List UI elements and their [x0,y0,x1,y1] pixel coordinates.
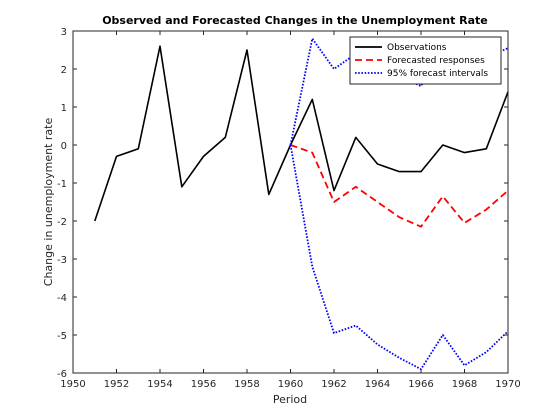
y-tick-label: -1 [57,179,67,190]
x-tick-label: 1962 [321,379,346,390]
x-tick-label: 1956 [191,379,216,390]
legend-label: 95% forecast intervals [387,69,488,79]
series-line-3 [289,144,509,371]
legend: Observations Forecasted responses 95% fore… [349,36,502,85]
y-tick-label: -3 [57,255,67,266]
x-tick-label: 1958 [234,379,259,390]
chart-title: Observed and Forecasted Changes in the U… [102,14,488,27]
x-tick-label: 1960 [278,379,303,390]
legend-label: Forecasted responses [387,56,485,66]
y-tick-label: -4 [57,293,67,304]
x-axis-label: Period [273,393,307,406]
x-tick-label: 1952 [104,379,129,390]
x-tick-label: 1970 [495,379,520,390]
series-line-0 [94,45,509,222]
y-tick-label: -6 [57,369,67,380]
y-tick-label: 0 [61,141,67,152]
y-tick-label: -5 [57,331,67,342]
series-line-1 [290,144,509,228]
legend-label: Observations [387,43,447,53]
x-tick-label: 1950 [60,379,85,390]
y-tick-label: 1 [61,103,67,114]
axis-ticks: 1950 1952 1954 1956 1958 1960 1962 1964 1966 1968… [57,27,521,390]
x-tick-label: 1954 [147,379,172,390]
y-tick-label: 3 [61,27,67,38]
x-tick-label: 1968 [452,379,477,390]
legend-box [349,36,502,85]
x-tick-label: 1964 [365,379,390,390]
x-tick-label: 1966 [408,379,433,390]
plot-area [94,37,509,371]
y-axis-label: Change in unemployment rate [42,118,55,287]
y-tick-label: 2 [61,65,67,76]
y-tick-label: -2 [57,217,67,228]
